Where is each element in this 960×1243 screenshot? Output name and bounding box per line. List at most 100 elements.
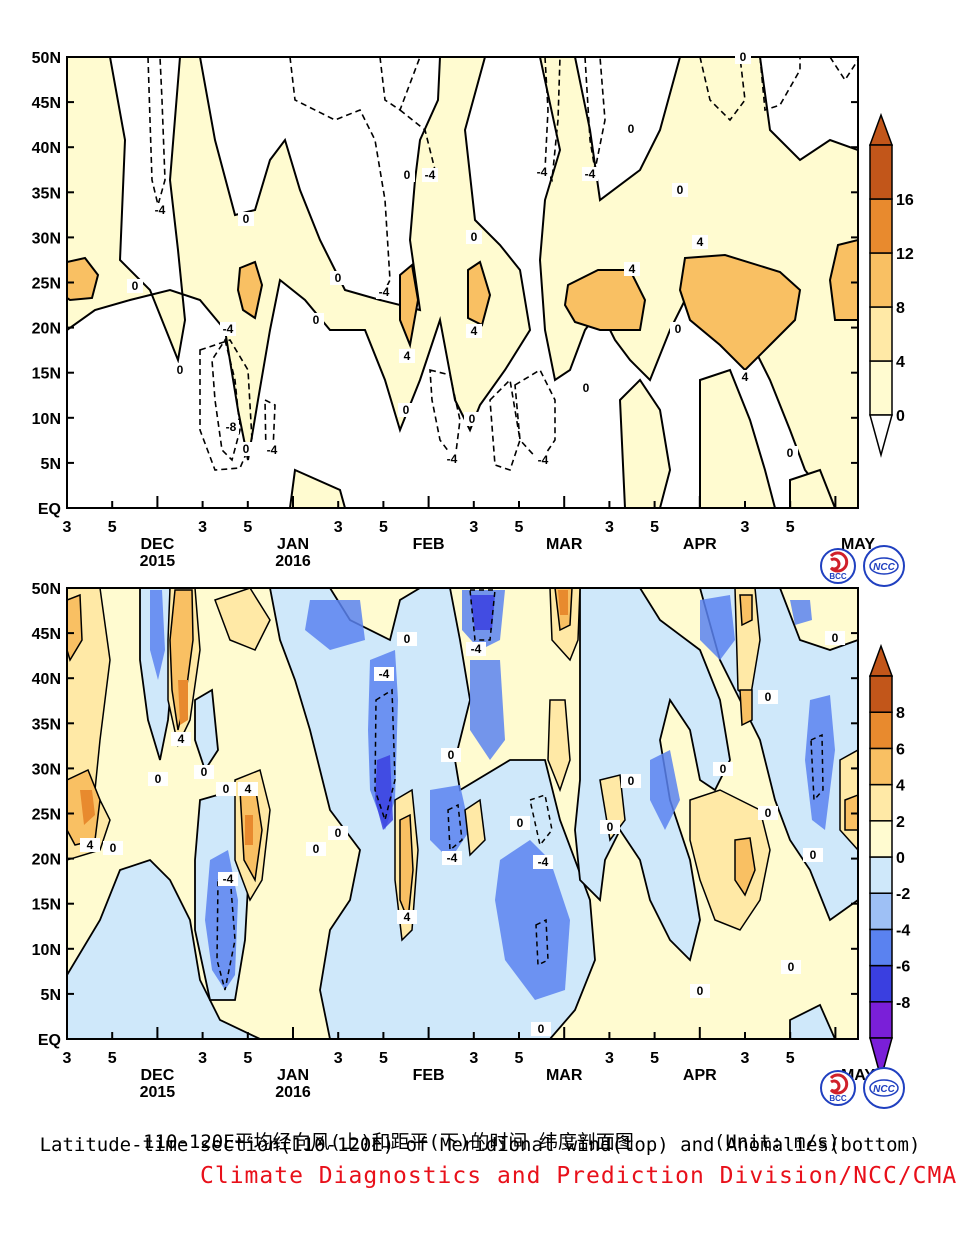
top-contour-label-bg	[376, 285, 392, 299]
bottom-colorbar-label: 8	[896, 705, 905, 722]
top-contour-label: 0	[177, 363, 184, 377]
bottom-y-tick-label: 30N	[32, 761, 61, 778]
top-contour-label-bg	[466, 230, 482, 244]
top-contour-label-bg	[422, 168, 438, 182]
bottom-x-tick-label: 5	[650, 1050, 659, 1067]
top-contour-label-bg	[624, 262, 640, 276]
top-x-tick-label: 3	[469, 519, 478, 536]
bottom-contour-label: -4	[379, 667, 390, 681]
top-contour-label: 0	[313, 313, 320, 327]
top-colorbar-label: 12	[896, 246, 914, 263]
top-contour-label: 4	[697, 235, 704, 249]
bottom-colorbar-arrow-top	[868, 643, 894, 677]
bcc-swirl-icon	[829, 551, 849, 573]
bottom-contour-label-bg	[148, 772, 168, 786]
bottom-y-tick-label: 50N	[32, 581, 61, 598]
bottom-contour-label-bg	[194, 765, 214, 779]
bottom-colorbar-segment	[869, 892, 893, 931]
bottom-contour-label-bg	[218, 872, 238, 886]
top-y-tick-label: 30N	[32, 230, 61, 247]
bottom-contour-label: 0	[720, 762, 727, 776]
bottom-contour-label: 0	[155, 772, 162, 786]
top-contour-label-bg	[578, 381, 594, 395]
bottom-contour-label: 0	[697, 984, 704, 998]
ncc-logo-text: NCC	[873, 1084, 895, 1095]
top-year-label: 2016	[275, 553, 311, 570]
bottom-x-tick-label: 5	[108, 1050, 117, 1067]
bottom-colorbar-label: 4	[896, 778, 905, 795]
top-colorbar-segment	[869, 198, 893, 254]
top-contour-label-bg	[399, 349, 415, 363]
top-month-label: APR	[683, 536, 717, 553]
bottom-contour-label: 0	[223, 782, 230, 796]
top-contour-label-bg	[444, 452, 460, 466]
top-y-tick-label: 45N	[32, 95, 61, 112]
top-colorbar-label: 0	[896, 408, 905, 425]
bottom-contour-label-bg	[374, 667, 394, 681]
top-contour-label-bg	[330, 271, 346, 285]
caption-unit: (Unit: m/s)	[713, 1131, 840, 1153]
top-y-tick-label: 20N	[32, 321, 61, 338]
top-contour-label: 0	[677, 183, 684, 197]
top-month-label: MAY	[841, 536, 875, 553]
top-colorbar: 0 4 8 12 16	[868, 112, 914, 458]
top-contour-label: -4	[447, 452, 458, 466]
top-x-tick-label: 3	[741, 519, 750, 536]
top-contour-label-bg	[782, 446, 798, 460]
bottom-colorbar-arrow-bottom	[869, 1037, 893, 1081]
top-colorbar-arrow-bottom	[869, 414, 893, 458]
top-contour-label: 0	[471, 230, 478, 244]
top-y-tick-label: 10N	[32, 411, 61, 428]
top-contour-label: -4	[425, 168, 436, 182]
top-colorbar-label: 4	[896, 354, 905, 371]
top-y-axis: EQ 5N 10N 15N 20N 25N 30N 35N 40N 45N 50N	[32, 50, 858, 518]
bottom-colorbar-segment	[869, 964, 893, 1003]
top-y-tick-label: 40N	[32, 140, 61, 157]
bottom-contour-label: 0	[832, 631, 839, 645]
top-contour-label: 0	[628, 122, 635, 136]
bottom-contour-labels: 0 0 0 0 0 0 0 0 0 0 0 0 0 0 0 0 0 0 0 -4 -4 -4 -4 -4 4 4 4 4	[80, 631, 845, 1036]
bottom-month-label: APR	[683, 1067, 717, 1084]
bottom-contour-label-bg	[80, 838, 100, 852]
bottom-colorbar-label: 2	[896, 814, 905, 831]
top-contour-label: 0	[403, 403, 410, 417]
top-y-tick-label: EQ	[38, 501, 61, 518]
bottom-y-tick-label: 40N	[32, 671, 61, 688]
top-contour-label-bg	[466, 324, 482, 338]
top-colorbar-segment	[869, 360, 893, 416]
top-y-tick-label: 5N	[41, 456, 61, 473]
bottom-colorbar-label: -2	[896, 886, 910, 903]
top-contour-label: 0	[404, 168, 411, 182]
bottom-y-tick-label: 20N	[32, 852, 61, 869]
top-field	[67, 57, 858, 508]
bottom-contour-label-bg	[758, 690, 778, 704]
top-contour-label: 0	[335, 271, 342, 285]
top-year-label: 2015	[140, 553, 176, 570]
bottom-colorbar-segment	[869, 675, 893, 713]
caption-cn-text: 110-120E平均经向风(上)和距平(下)的时间 纬度剖面图	[143, 1131, 634, 1153]
bottom-contour-label: 4	[404, 910, 411, 924]
bottom-contour-label: 0	[788, 960, 795, 974]
bottom-x-tick-label: 3	[469, 1050, 478, 1067]
bottom-contour-label-bg	[510, 816, 530, 830]
top-contour-label-bg	[172, 363, 188, 377]
bcc-logo-text: BCC	[829, 572, 847, 581]
top-contour-label: -8	[226, 420, 237, 434]
caption-chinese: 110-120E平均经向风(上)和距平(下)的时间 纬度剖面图 (Unit: m…	[0, 1105, 960, 1154]
top-y-tick-label: 15N	[32, 366, 61, 383]
bottom-contour-label: 4	[87, 838, 94, 852]
bottom-year-label: 2015	[140, 1084, 176, 1101]
top-contour-label-bg	[238, 212, 254, 226]
bottom-colorbar-segment	[869, 711, 893, 750]
bottom-contour-label: 0	[628, 774, 635, 788]
top-x-tick-label: 5	[379, 519, 388, 536]
top-month-label: MAR	[546, 536, 583, 553]
top-contour-label: 0	[132, 279, 139, 293]
top-y-tick-label: 50N	[32, 50, 61, 67]
bottom-contour-label-bg	[621, 774, 641, 788]
top-contour-label-bg	[623, 122, 639, 136]
bottom-contour-label-bg	[690, 984, 710, 998]
bottom-x-tick-label: 3	[605, 1050, 614, 1067]
bottom-contour-label: 0	[201, 765, 208, 779]
